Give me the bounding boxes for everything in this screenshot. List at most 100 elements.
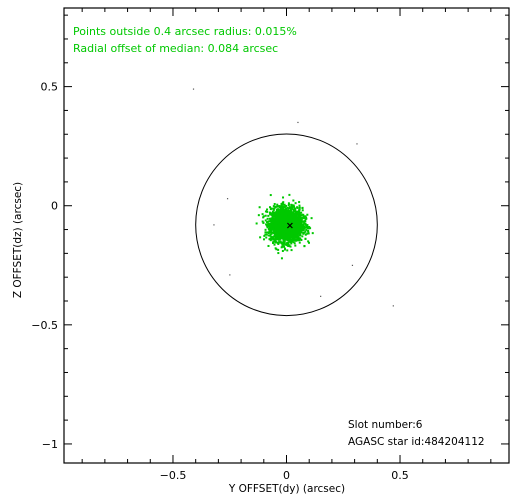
cluster-point [289,222,292,225]
cluster-point [298,208,301,211]
cluster-point [293,215,296,218]
cluster-point [269,237,272,240]
cluster-point [287,215,290,218]
cluster-point [288,193,291,196]
cluster-point [289,239,292,242]
cluster-point [274,228,277,231]
cluster-point [301,209,304,212]
cluster-point [289,232,292,235]
cluster-point [271,222,274,225]
cluster-point [294,210,297,213]
cluster-point [301,213,304,216]
cluster-point [305,225,308,228]
cluster-point [285,207,288,210]
cluster-point [304,223,307,226]
cluster-point [288,218,291,221]
cluster-point [274,211,277,214]
cluster-point [261,220,264,223]
cluster-point [283,220,286,223]
cluster-point [277,248,280,251]
cluster-point [293,213,296,216]
cluster-point [265,236,268,239]
cluster-point [289,226,292,229]
cluster-point [273,202,276,205]
cluster-point [273,243,276,246]
cluster-point [295,223,298,226]
cluster-point [285,217,288,220]
cluster-point [288,233,291,236]
cluster-point [286,211,289,214]
cluster-point [270,217,273,220]
cluster-point [280,257,283,260]
y-axis-title: Z OFFSET(dz) (arcsec) [12,182,24,298]
outlier-point [351,264,354,266]
outlier-point [356,143,358,145]
cluster-point [299,219,302,222]
cluster-point [299,223,302,226]
cluster-point [278,214,281,217]
cluster-point [296,219,299,222]
cluster-point [274,214,277,217]
cluster-point [291,225,294,228]
cluster-point [302,220,305,223]
cluster-point [296,238,299,241]
cluster-point [281,243,284,246]
cluster-point [289,213,292,216]
x-tick-label: −0.5 [160,469,187,482]
cluster-point [283,227,286,230]
cluster-point [299,217,302,220]
cluster-point [292,204,295,207]
cluster-point [296,206,299,209]
cluster-point [274,223,277,226]
cluster-point [272,238,275,241]
cluster-point [269,212,272,215]
cluster-point [292,217,295,220]
cluster-point [276,213,279,216]
cluster-point [282,208,285,211]
cluster-point [282,245,285,248]
cluster-point [311,232,314,235]
cluster-point [264,233,267,236]
cluster-point [307,232,310,235]
cluster-point [304,215,307,218]
cluster-point [286,206,289,209]
cluster-point [283,203,286,206]
cluster-point [278,211,281,214]
cluster-point [276,234,279,237]
cluster-point [284,236,287,239]
cluster-point [288,211,291,214]
cluster-point [292,208,295,211]
cluster-point [286,244,289,247]
points-outside-annotation: Points outside 0.4 arcsec radius: 0.015% [73,25,297,38]
cluster-point [277,243,280,246]
cluster-point [266,231,269,234]
cluster-point [262,215,265,218]
outlier-point [320,295,322,297]
y-tick-label: −1 [42,438,58,451]
cluster-point [275,217,278,220]
cluster-point [281,201,284,204]
cluster-point [276,203,279,206]
cluster-point [280,246,283,249]
agasc-star-id-label: AGASC star id:484204112 [348,436,485,448]
cluster-point [281,242,284,245]
outlier-point [192,88,195,90]
cluster-point [285,219,288,222]
cluster-point [282,243,285,246]
cluster-point [268,230,271,233]
cluster-point [285,238,288,241]
cluster-point [294,202,297,205]
cluster-point [277,227,280,230]
cluster-point [286,222,289,225]
cluster-point [300,227,303,230]
cluster-point [277,218,280,221]
cluster-point [277,241,280,244]
cluster-point [289,207,292,210]
cluster-point [273,229,276,232]
cluster-point [303,231,306,234]
cluster-point [295,234,298,237]
cluster-point [288,230,291,233]
cluster-point [290,231,293,234]
cluster-point [285,228,288,231]
cluster-point [277,216,280,219]
